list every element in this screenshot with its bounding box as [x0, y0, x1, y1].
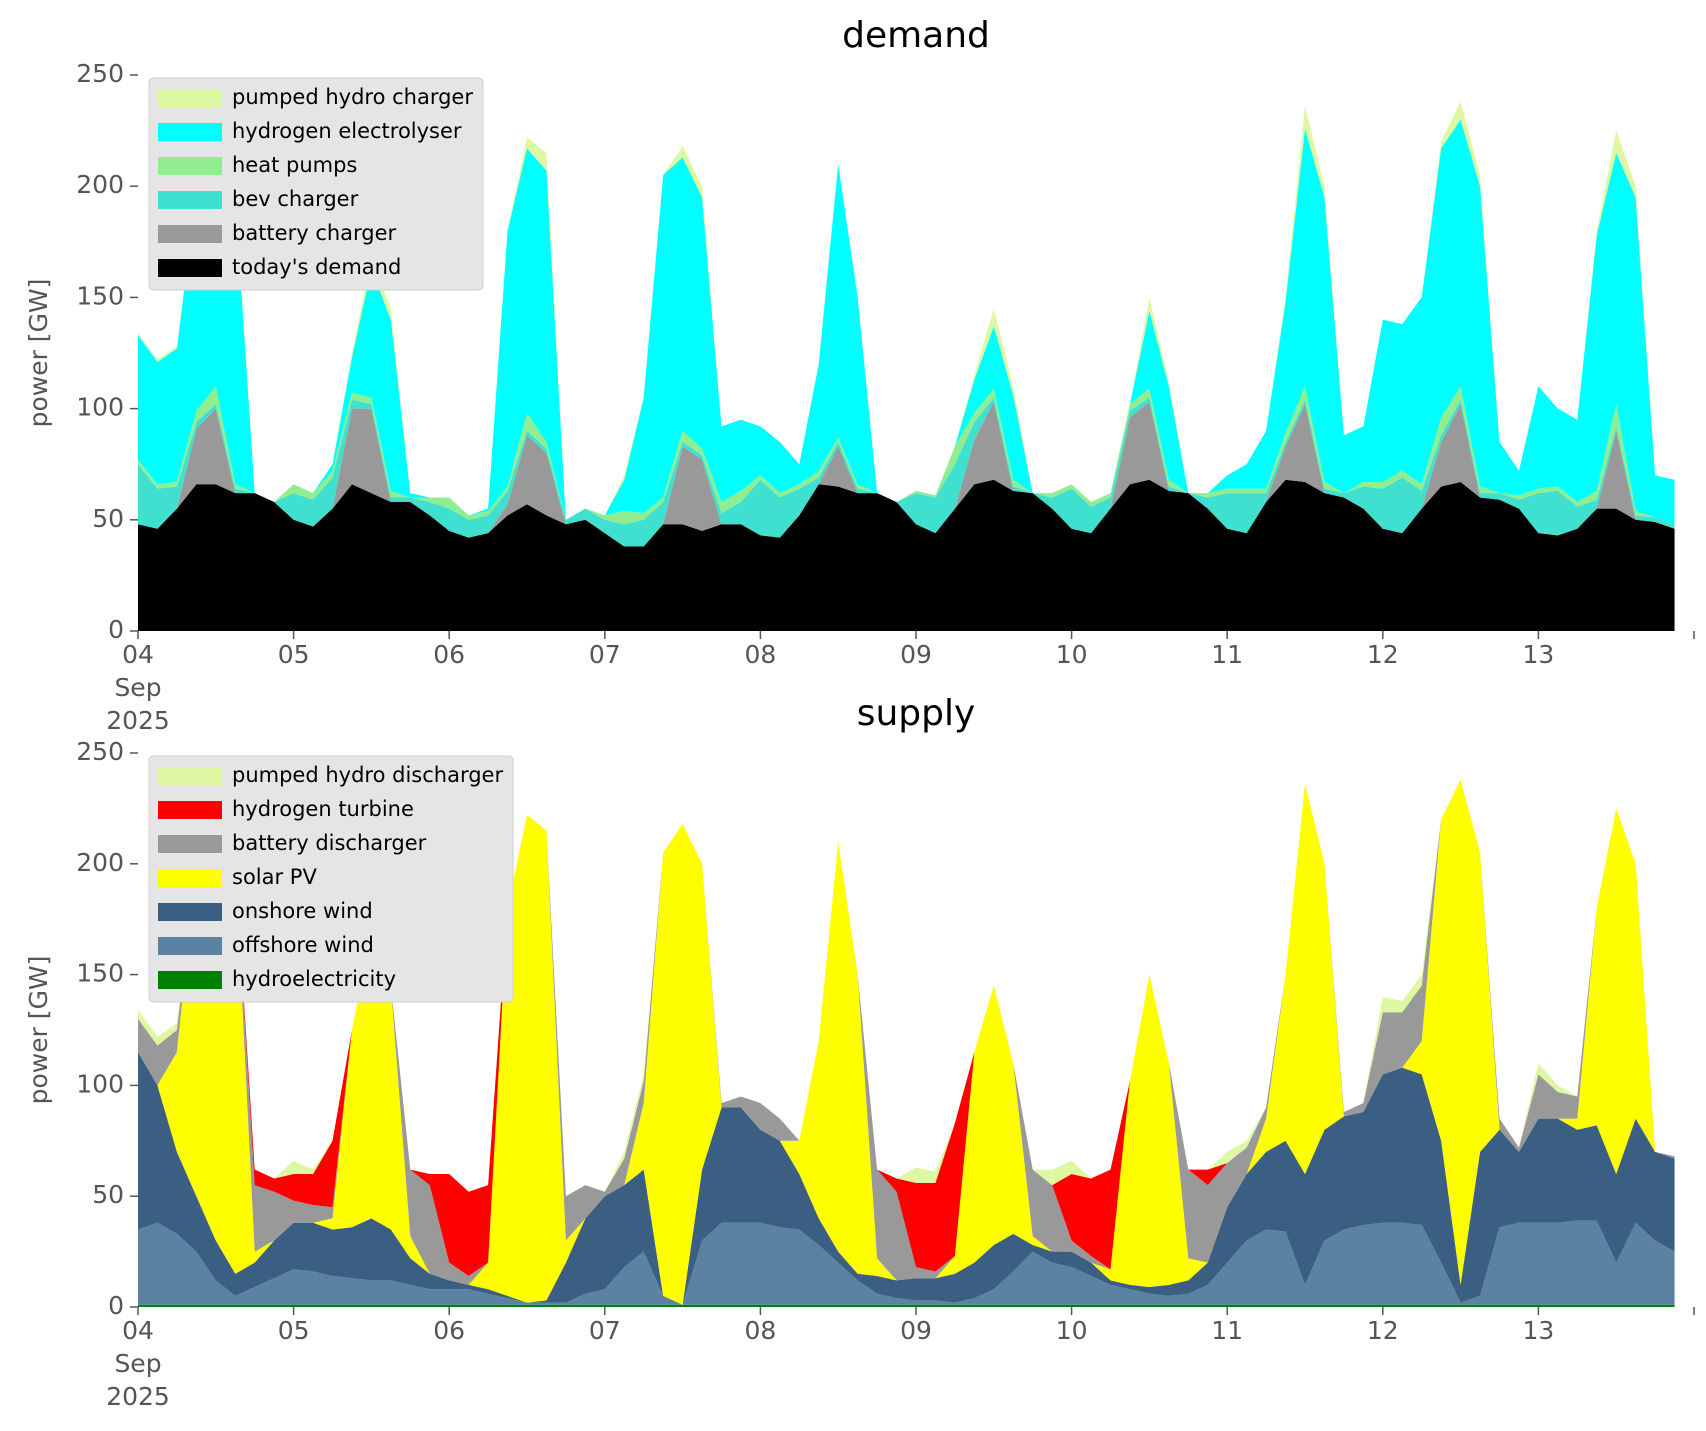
y-tick-label: 0 [108, 1291, 124, 1320]
y-tick-label: 100 [76, 393, 124, 422]
legend-swatch [158, 123, 222, 141]
area [138, 401, 1675, 547]
legend-swatch [158, 157, 222, 175]
legend-label: battery discharger [232, 831, 427, 855]
legend-swatch [158, 225, 222, 243]
legend-swatch [158, 903, 222, 921]
legend-label: heat pumps [232, 153, 357, 177]
y-axis-label: power [GW] [24, 956, 53, 1105]
chart-title: demand [842, 15, 990, 56]
y-tick-label: 50 [92, 504, 124, 533]
x-tick-label: 12 [1367, 640, 1399, 669]
y-tick-label: 200 [76, 170, 124, 199]
legend-label: onshore wind [232, 899, 373, 923]
x-tick-label: 11 [1211, 1316, 1243, 1345]
legend-swatch [158, 801, 222, 819]
legend-label: bev charger [232, 187, 359, 211]
x-tick-label: 10 [1056, 1316, 1088, 1345]
y-tick-label: 100 [76, 1069, 124, 1098]
legend-box [148, 77, 484, 291]
x-tick-label: 06 [433, 1316, 465, 1345]
x-tick-label: 11 [1211, 640, 1243, 669]
area [138, 1220, 1675, 1305]
x-tick-label: 12 [1367, 1316, 1399, 1345]
legend: pumped hydro charger hydrogen electrolyse… [148, 77, 484, 291]
legend-swatch [158, 971, 222, 989]
legend-swatch [158, 767, 222, 785]
legend-label: pumped hydro charger [232, 85, 473, 109]
legend: pumped hydro discharger hydrogen turbine b… [148, 755, 514, 1003]
y-tick-label: 250 [76, 59, 124, 88]
y-tick-label: 50 [92, 1180, 124, 1209]
legend-label: offshore wind [232, 933, 374, 957]
chart-title: supply [857, 693, 976, 734]
legend-label: solar PV [232, 865, 317, 889]
legend-swatch [158, 259, 222, 277]
legend-label: battery charger [232, 221, 397, 245]
x-tick-label: 05 [278, 1316, 310, 1345]
x-tick-label: 04 Sep 2025 [106, 1316, 170, 1411]
x-tick-label: 06 [433, 640, 465, 669]
legend-label: pumped hydro discharger [232, 763, 503, 787]
x-tick-label: 08 [744, 1316, 776, 1345]
x-tick-label: 07 [589, 640, 621, 669]
x-tick-label: 13 [1522, 1316, 1554, 1345]
legend-swatch [158, 869, 222, 887]
y-tick-label: 200 [76, 848, 124, 877]
area [138, 397, 1675, 547]
area [138, 1304, 1675, 1307]
area [138, 479, 1675, 631]
x-tick-label: 10 [1056, 640, 1088, 669]
legend-label: hydrogen electrolyser [232, 119, 462, 143]
y-tick-label: 0 [108, 615, 124, 644]
x-tick-label: 09 [900, 1316, 932, 1345]
x-tick-label: 07 [589, 1316, 621, 1345]
legend-label: hydrogen turbine [232, 797, 414, 821]
legend-swatch [158, 835, 222, 853]
legend-label: hydroelectricity [232, 967, 396, 991]
area [138, 386, 1675, 525]
legend-swatch [158, 937, 222, 955]
legend-swatch [158, 191, 222, 209]
x-tick-label: 09 [900, 640, 932, 669]
legend-box [148, 755, 514, 1003]
x-tick-label: 13 [1522, 640, 1554, 669]
y-tick-label: 150 [76, 959, 124, 988]
x-tick-label: 08 [744, 640, 776, 669]
y-tick-label: 250 [76, 737, 124, 766]
legend-swatch [158, 89, 222, 107]
area [138, 115, 1675, 525]
x-tick-label: 05 [278, 640, 310, 669]
x-tick-label: 04 Sep 2025 [106, 640, 170, 735]
y-axis-label: power [GW] [24, 279, 53, 428]
y-tick-label: 150 [76, 281, 124, 310]
area [138, 775, 1675, 1305]
area [138, 1052, 1675, 1305]
legend-label: today's demand [232, 255, 401, 279]
